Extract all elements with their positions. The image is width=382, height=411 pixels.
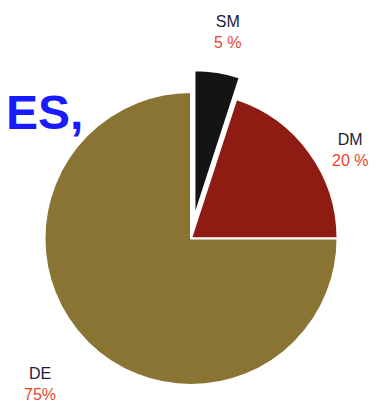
svg-text:ES,: ES, <box>6 86 83 139</box>
svg-text:SM5 %: SM5 % <box>214 13 242 51</box>
svg-text:DE75%: DE75% <box>24 365 56 403</box>
svg-text:DM20 %: DM20 % <box>332 131 368 169</box>
